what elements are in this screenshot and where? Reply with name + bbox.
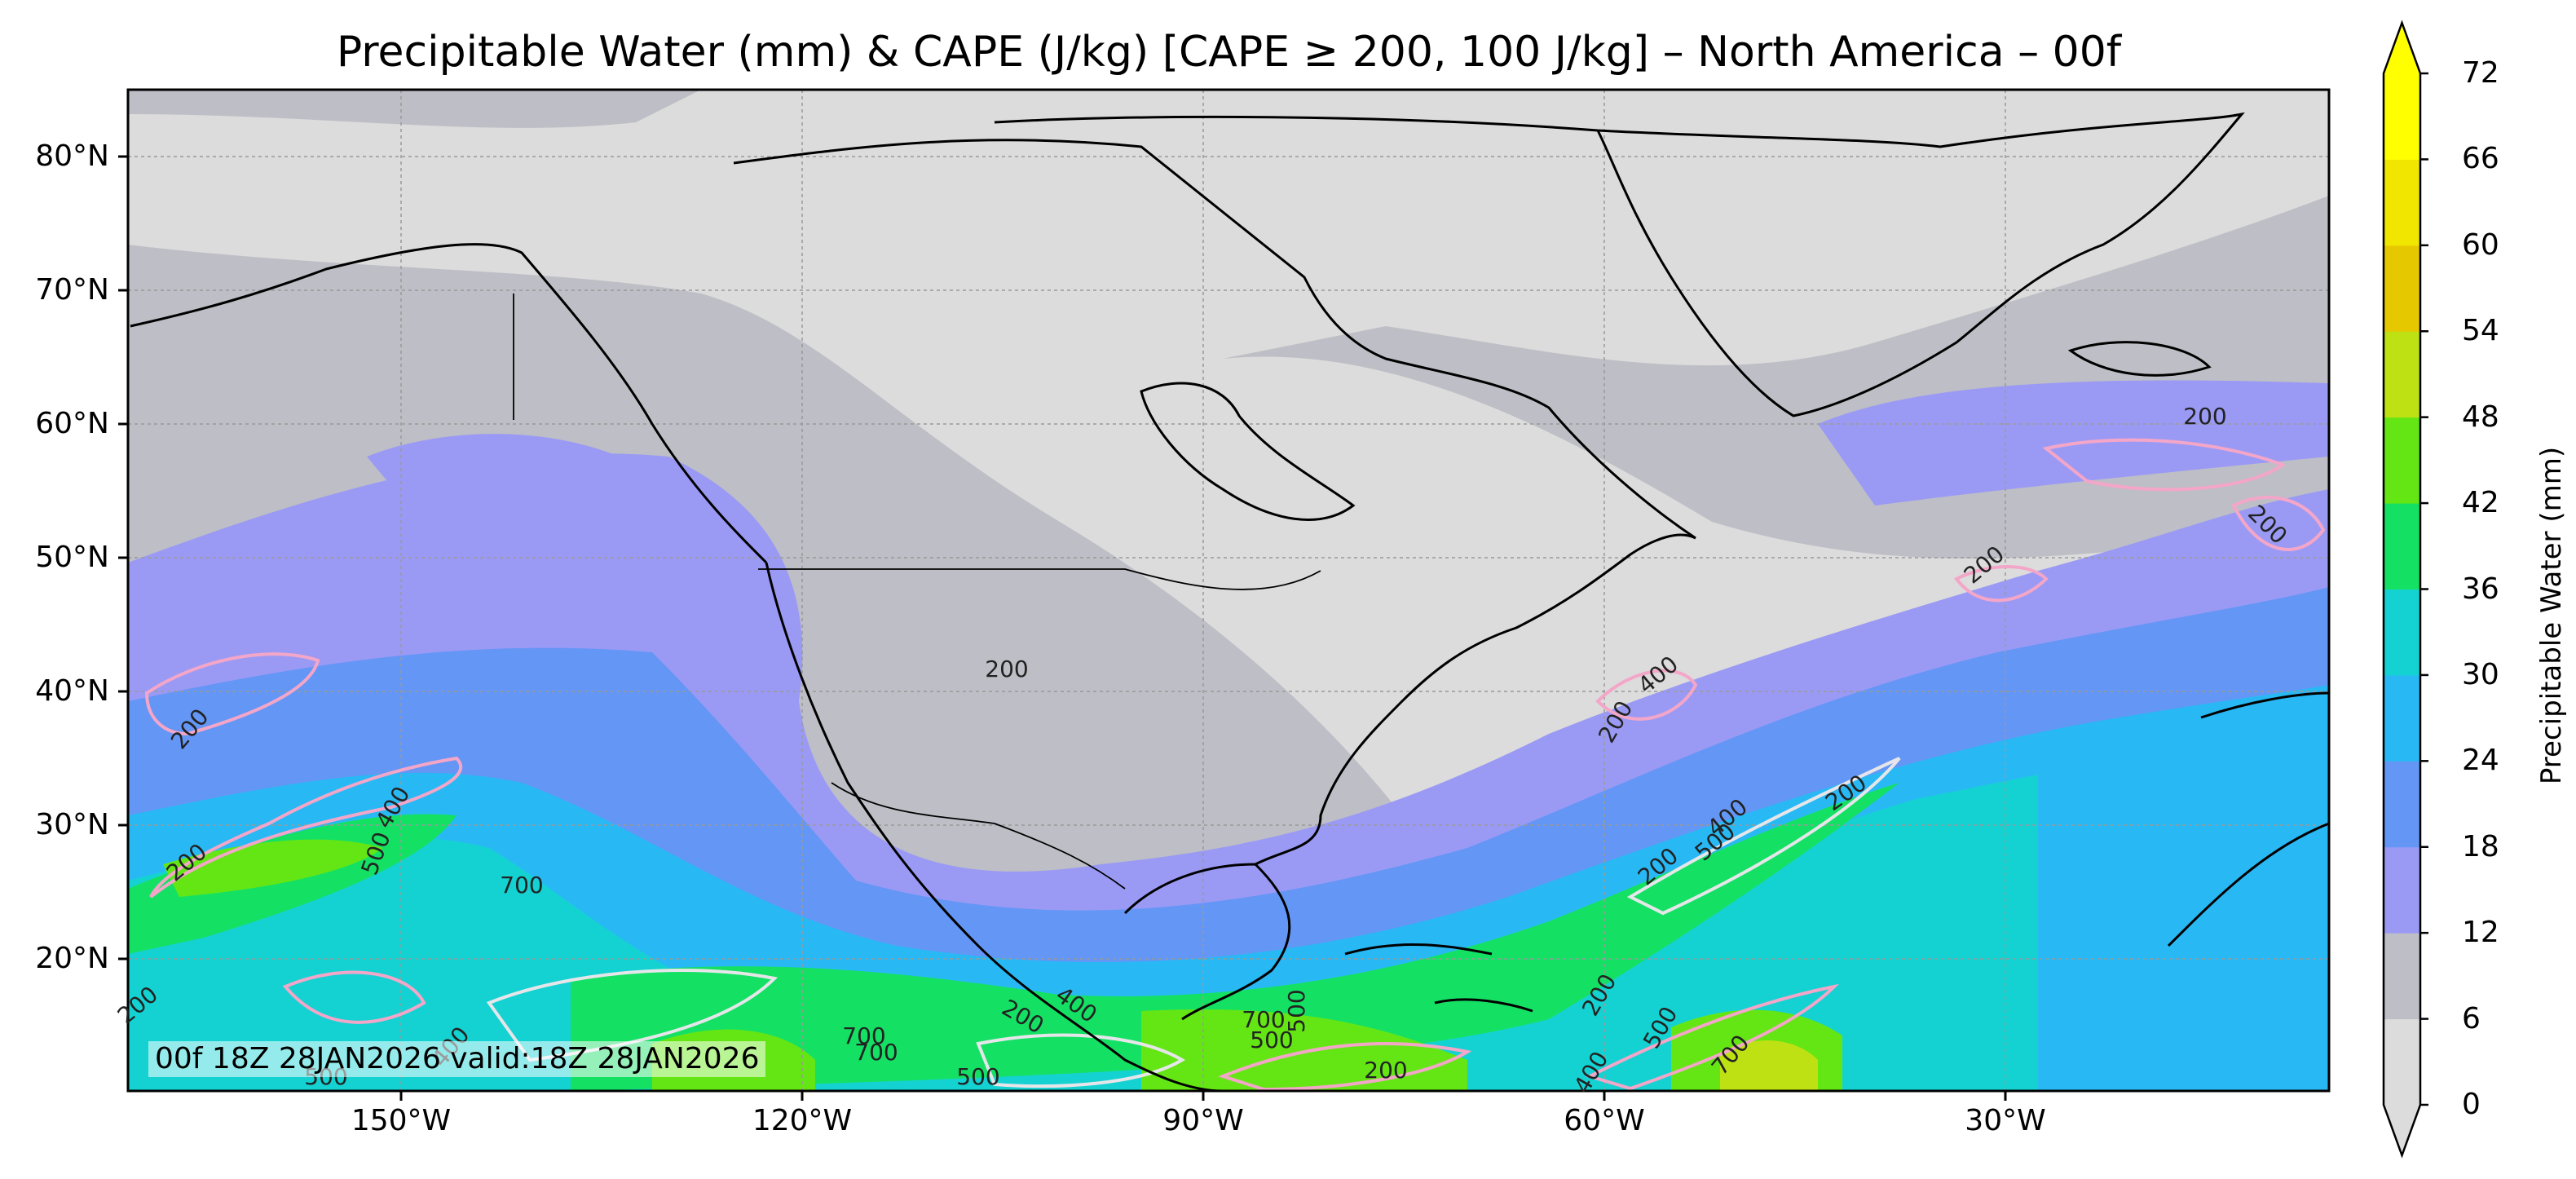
cape-contour-label: 700 — [1242, 1006, 1285, 1033]
map-title: Precipitable Water (mm) & CAPE (J/kg) [C… — [336, 28, 2122, 77]
cape-contour-label: 700 — [842, 1022, 885, 1049]
cape-contour-label: 500 — [956, 1063, 999, 1090]
colorbar-tick-label: 18 — [2462, 829, 2499, 863]
longitude-label: 120°W — [752, 1104, 853, 1137]
colorbar-segment — [2384, 503, 2420, 590]
colorbar-segment — [2384, 933, 2420, 1020]
axis-ticks — [118, 155, 2007, 1101]
colorbar-segment — [2384, 159, 2420, 246]
cape-contour-label: 700 — [854, 1039, 898, 1066]
cape-contour-label: 200 — [985, 656, 1028, 682]
colorbar-tick-label: 24 — [2462, 744, 2499, 778]
colorbar-segment — [2384, 417, 2420, 504]
longitude-label: 30°W — [1965, 1104, 2046, 1137]
colorbar-segment — [2384, 674, 2420, 762]
colorbar-tick-label: 12 — [2462, 916, 2499, 950]
colorbar-extend-max — [2384, 23, 2420, 73]
map-frame — [126, 88, 2331, 1093]
latitude-label: 30°N — [35, 808, 109, 841]
colorbar-tick-label: 60 — [2462, 227, 2499, 262]
colorbar-tick-label: 48 — [2462, 400, 2499, 434]
colorbar-segment — [2384, 331, 2420, 418]
graticule — [128, 90, 2329, 1091]
cape-contour-label: 700 — [500, 872, 543, 899]
colorbar-tick-label: 30 — [2462, 657, 2499, 691]
colorbar-tick-label: 72 — [2462, 56, 2499, 90]
longitude-label: 60°W — [1564, 1104, 1645, 1137]
longitude-label: 150°W — [351, 1104, 452, 1137]
map-panel — [128, 90, 2329, 1091]
colorbar-tick-label: 66 — [2462, 142, 2499, 176]
colorbar-segment — [2384, 245, 2420, 332]
latitude-label: 70°N — [35, 273, 109, 307]
coastlines — [130, 112, 2329, 1091]
run-info-label: 00f 18Z 28JAN2026 valid:18Z 28JAN2026 — [148, 1041, 766, 1077]
colorbar — [2382, 20, 2428, 1159]
colorbar-segment — [2384, 1018, 2420, 1106]
pw-fill-42-48 — [163, 839, 383, 897]
latitude-label: 80°N — [35, 139, 109, 173]
colorbar-tick-label: 54 — [2462, 314, 2499, 348]
borders — [513, 294, 1321, 890]
pw-fill-6-12-c — [128, 90, 701, 128]
colorbar-tick-label: 6 — [2462, 1001, 2481, 1035]
longitude-label: 90°W — [1162, 1104, 1244, 1137]
latitude-label: 60°N — [35, 407, 109, 440]
colorbar-segment — [2384, 761, 2420, 848]
pw-fill-48-54 — [1720, 1040, 1818, 1091]
cape-contour-label: 500 — [1283, 989, 1310, 1032]
pw-fill-36-42-b — [571, 783, 1899, 1091]
pw-fill-12-18-c — [367, 434, 652, 512]
colorbar-tick-label: 42 — [2462, 486, 2499, 520]
colorbar-segment — [2384, 589, 2420, 676]
colorbar-tick-label: 36 — [2462, 572, 2499, 606]
colorbar-tick-label: 0 — [2462, 1088, 2481, 1121]
colorbar-segment — [2384, 846, 2420, 934]
cape-contour-label: 200 — [2183, 403, 2226, 430]
cape-contour-label: 500 — [1250, 1027, 1293, 1053]
latitude-label: 20°N — [35, 942, 109, 975]
colorbar-label: Precipitable Water (mm) — [2535, 446, 2568, 785]
colorbar-extend-min — [2384, 1105, 2420, 1155]
colorbar-segment — [2384, 73, 2420, 160]
cape-contour-label: 200 — [1364, 1057, 1407, 1084]
latitude-label: 40°N — [35, 674, 109, 708]
latitude-label: 50°N — [35, 541, 109, 574]
